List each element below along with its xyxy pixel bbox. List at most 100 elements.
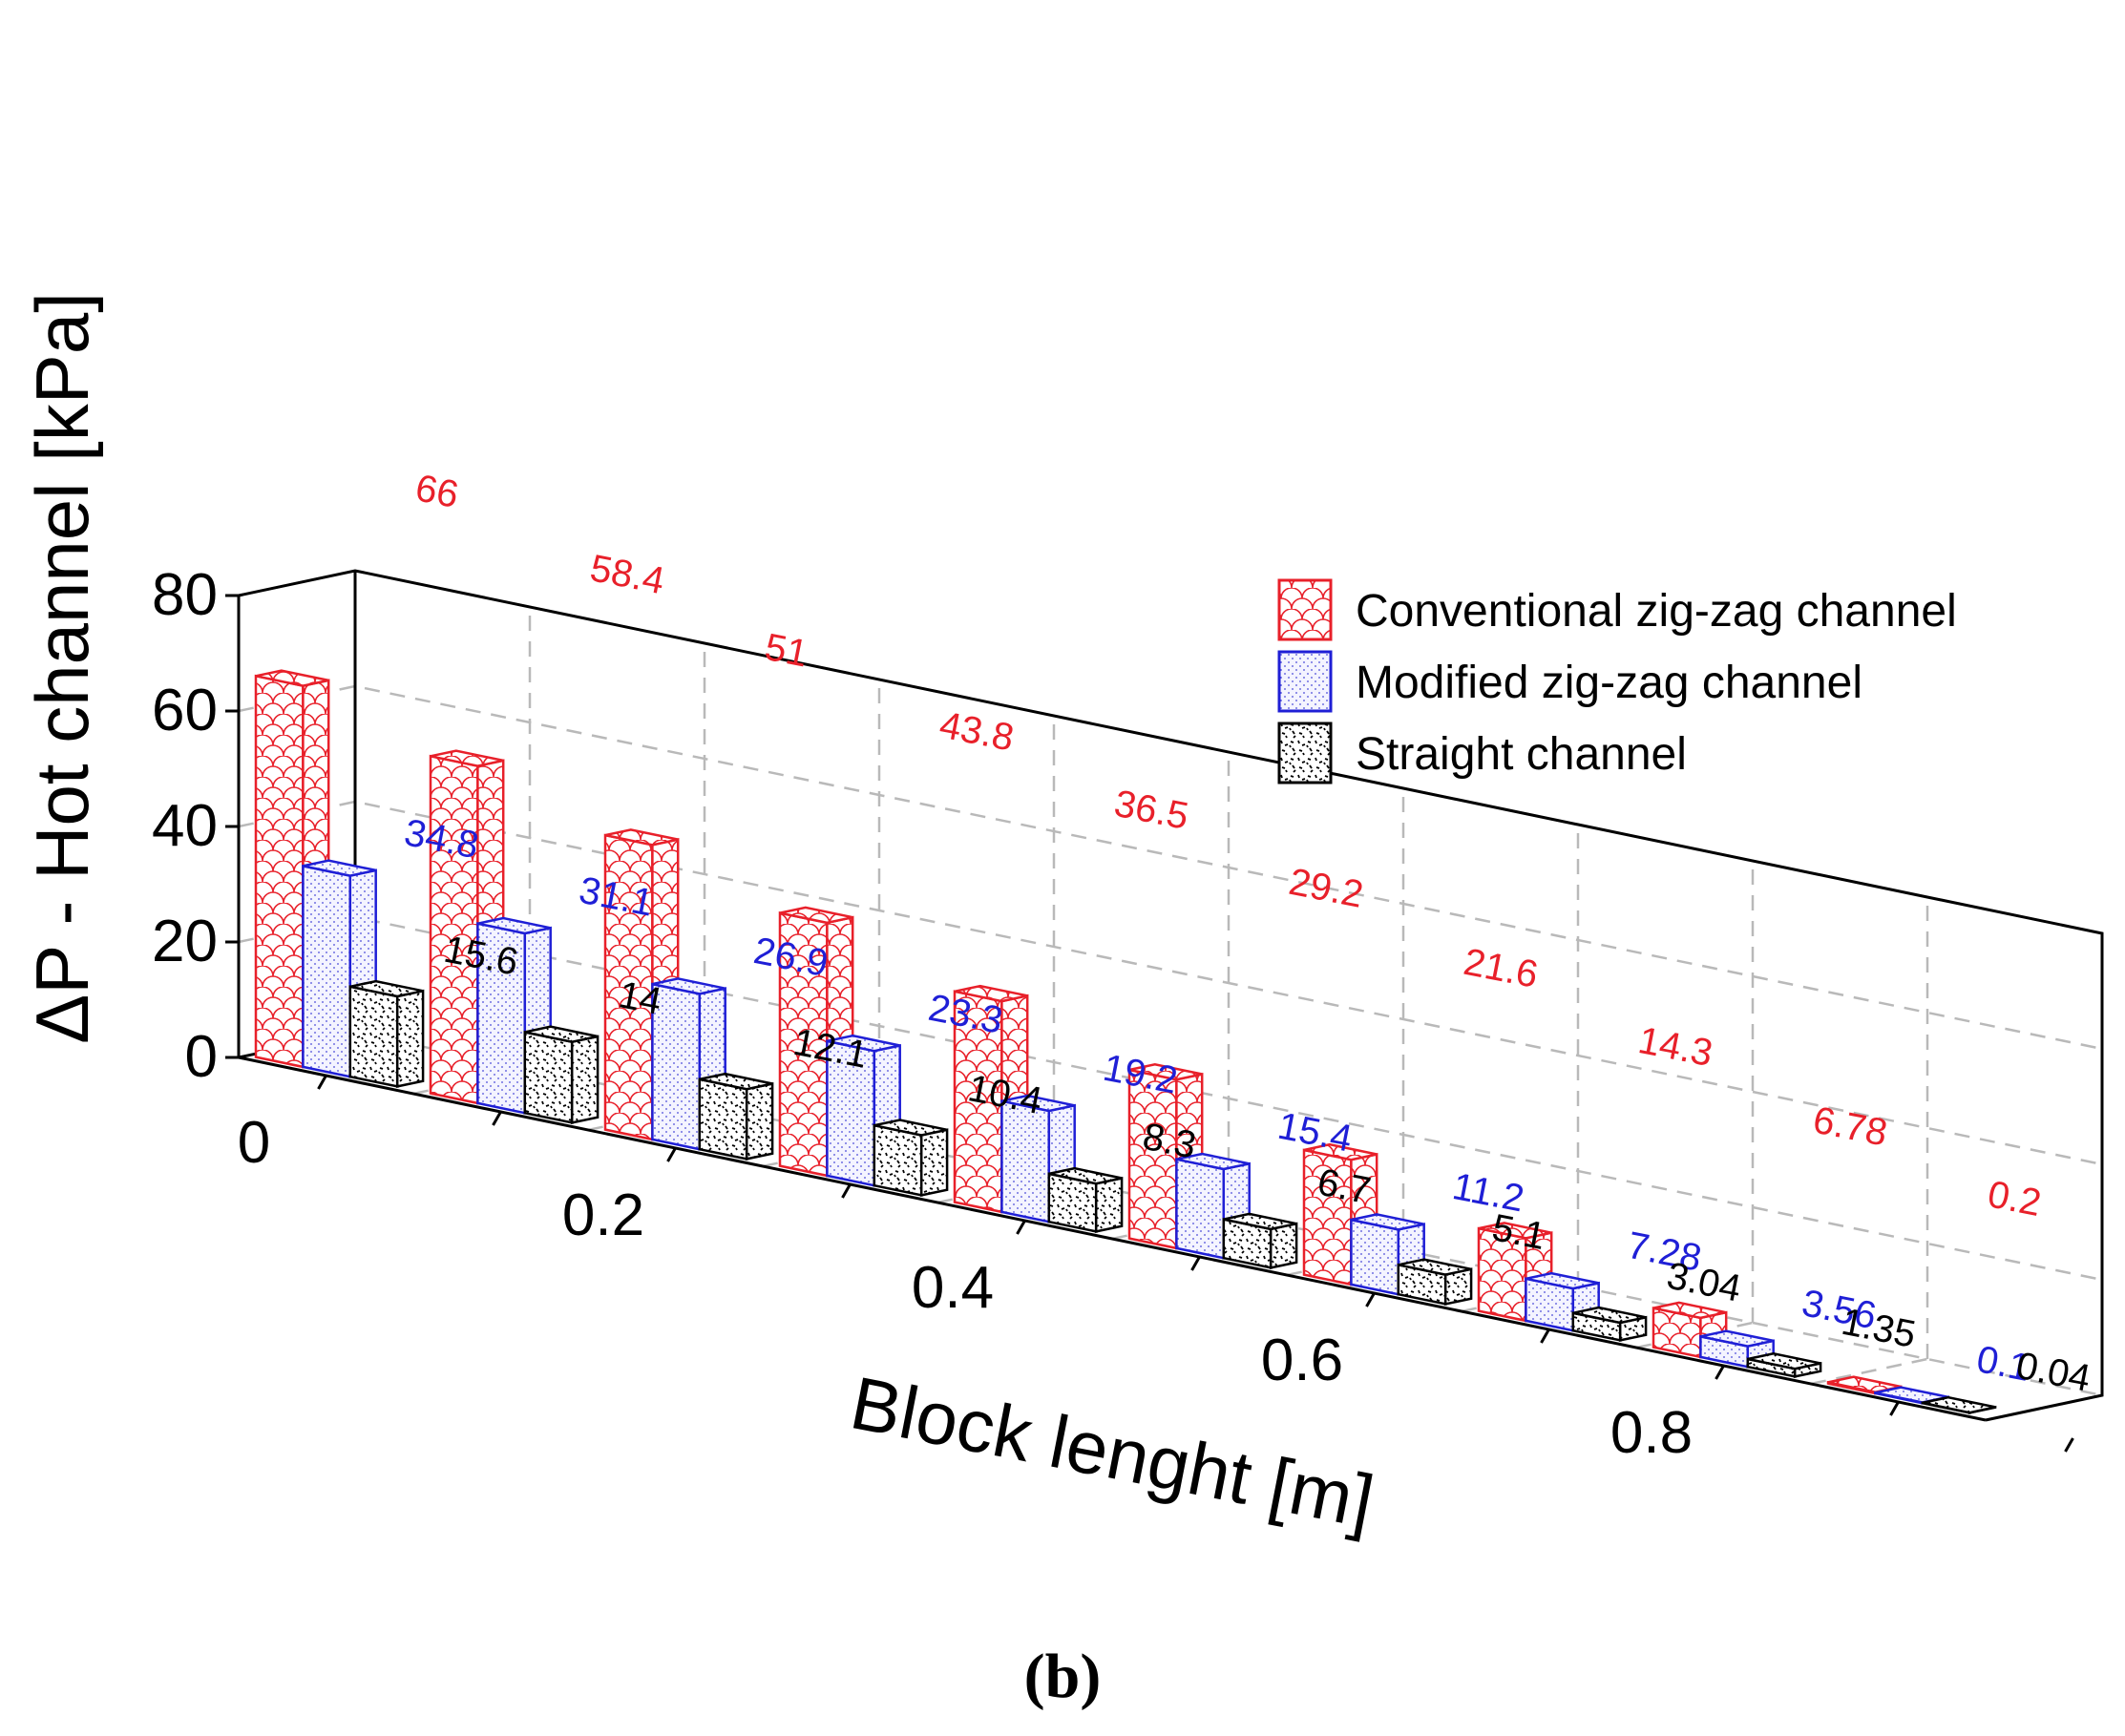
bar-top-face (430, 749, 504, 767)
bar-front-face (348, 985, 399, 1088)
value-label-2-4: 8.3 (1139, 1116, 1199, 1167)
bar-top-face (524, 1025, 599, 1043)
x-tick-label: 0.8 (1610, 1400, 1693, 1466)
bar-front-face (1350, 1218, 1400, 1296)
value-label-0-4: 36.5 (1111, 783, 1192, 838)
bars (254, 669, 1997, 1414)
legend-item-conventional: Conventional zig-zag channel (1277, 578, 1957, 641)
value-label-0-5: 29.2 (1286, 861, 1367, 916)
bar-front-face (698, 1077, 748, 1161)
bar-top-face (604, 828, 679, 847)
bar-side-face (919, 1128, 949, 1197)
x-tick (2064, 1437, 2074, 1453)
legend-swatch-conventional (1277, 578, 1333, 641)
bar-top-face (1048, 1166, 1123, 1185)
value-label-2-7: 3.04 (1663, 1255, 1744, 1310)
bar-top-face (1747, 1352, 1821, 1370)
bar-top-face (827, 1034, 900, 1053)
legend-item-modified: Modified zig-zag channel (1277, 650, 1862, 713)
bar-2-9 (1921, 1395, 1997, 1414)
value-label-0-7: 14.3 (1635, 1019, 1716, 1075)
bar-top-face (477, 916, 551, 935)
bar-top-face (954, 984, 1028, 1003)
bar-1-7 (1525, 1271, 1600, 1332)
x-tick (666, 1147, 677, 1162)
bar-top-face (1700, 1329, 1774, 1348)
legend-label-straight: Straight channel (1356, 729, 1687, 780)
y-tick-label: 20 (152, 909, 218, 974)
y-axis-title: ΔP - Hot channel [kPa] (20, 292, 104, 1044)
bar-top-face (1525, 1271, 1599, 1290)
x-tick-label: 0.6 (1261, 1328, 1343, 1393)
bar-top-face (1223, 1212, 1297, 1231)
value-label-1-4: 19.2 (1100, 1047, 1181, 1102)
value-label-0-0: 66 (412, 467, 462, 516)
bar-top-face (1303, 1142, 1378, 1161)
legend-swatch-modified (1277, 650, 1333, 713)
value-label-2-1: 14 (615, 973, 664, 1023)
bar-1-8 (1699, 1329, 1775, 1369)
value-label-2-6: 5.1 (1488, 1206, 1548, 1258)
value-label-0-9: 0.2 (1985, 1173, 2045, 1224)
bar-top-face (1398, 1258, 1472, 1276)
x-tick (1715, 1365, 1725, 1380)
bar-top-face (1652, 1301, 1727, 1320)
y-tick-label: 0 (185, 1024, 218, 1090)
bar-1-3 (826, 1034, 901, 1187)
bar-front-face (302, 864, 352, 1078)
axes: 0 20 40 60 80 0 0.2 0.4 0.6 0.8 (152, 562, 2104, 1466)
bar-2-3 (873, 1119, 949, 1197)
value-label-0-6: 21.6 (1461, 941, 1542, 996)
bar-top-face (1478, 1222, 1552, 1240)
bar-top-face (255, 669, 329, 687)
legend-item-straight: Straight channel (1277, 722, 1687, 784)
x-tick (1190, 1256, 1201, 1271)
x-tick (1889, 1401, 1900, 1416)
bar-front-face (1175, 1158, 1226, 1260)
bar-front-face (873, 1123, 923, 1197)
y-tick-label: 60 (152, 678, 218, 743)
bar-top-face (1001, 1094, 1075, 1113)
bar-side-face (1094, 1176, 1124, 1233)
bar-side-face (745, 1081, 774, 1161)
value-label-1-5: 15.4 (1274, 1105, 1356, 1161)
x-tick (317, 1075, 327, 1090)
bar-side-face (570, 1035, 600, 1124)
legend-swatch-straight (1277, 722, 1333, 784)
value-label-0-2: 51 (762, 626, 811, 676)
bar-side-face (395, 989, 425, 1088)
bar-top-face (1128, 1063, 1203, 1081)
x-tick-label: 0 (238, 1110, 270, 1176)
bar-2-1 (523, 1025, 600, 1124)
y-tick-label: 80 (152, 562, 218, 628)
bar-front-face (254, 674, 305, 1069)
value-label-1-9: 0.1 (1973, 1338, 2033, 1390)
value-label-2-5: 6.7 (1314, 1161, 1374, 1213)
bar-2-8 (1746, 1352, 1822, 1378)
value-label-2-8: 1.35 (1838, 1301, 1919, 1356)
bar-2-0 (348, 979, 425, 1088)
x-tick-label: 0.4 (912, 1255, 994, 1321)
legend-label-modified: Modified zig-zag channel (1356, 658, 1862, 708)
bar-1-5 (1175, 1152, 1251, 1260)
legend: Conventional zig-zag channel Modified zi… (1277, 578, 1957, 784)
x-tick-label: 0.2 (562, 1182, 644, 1248)
x-tick (492, 1111, 502, 1126)
bar-top-face (652, 977, 726, 995)
x-tick (1365, 1292, 1376, 1307)
value-label-0-3: 43.8 (936, 704, 1018, 760)
bar-top-face (1922, 1395, 1996, 1414)
x-tick (841, 1183, 852, 1199)
bar-2-4 (1047, 1166, 1124, 1233)
value-label-2-9: 0.04 (2012, 1345, 2093, 1400)
x-axis-line (238, 1056, 1987, 1422)
bar-top-face (1176, 1152, 1250, 1171)
bar-top-face (699, 1072, 773, 1091)
bar-side-face (1269, 1222, 1298, 1269)
bar-top-face (1572, 1306, 1647, 1325)
bar-2-2 (698, 1072, 774, 1161)
value-label-0-1: 58.4 (587, 547, 668, 602)
x-tick (1540, 1328, 1550, 1344)
gridline-floor (1810, 1357, 1928, 1386)
